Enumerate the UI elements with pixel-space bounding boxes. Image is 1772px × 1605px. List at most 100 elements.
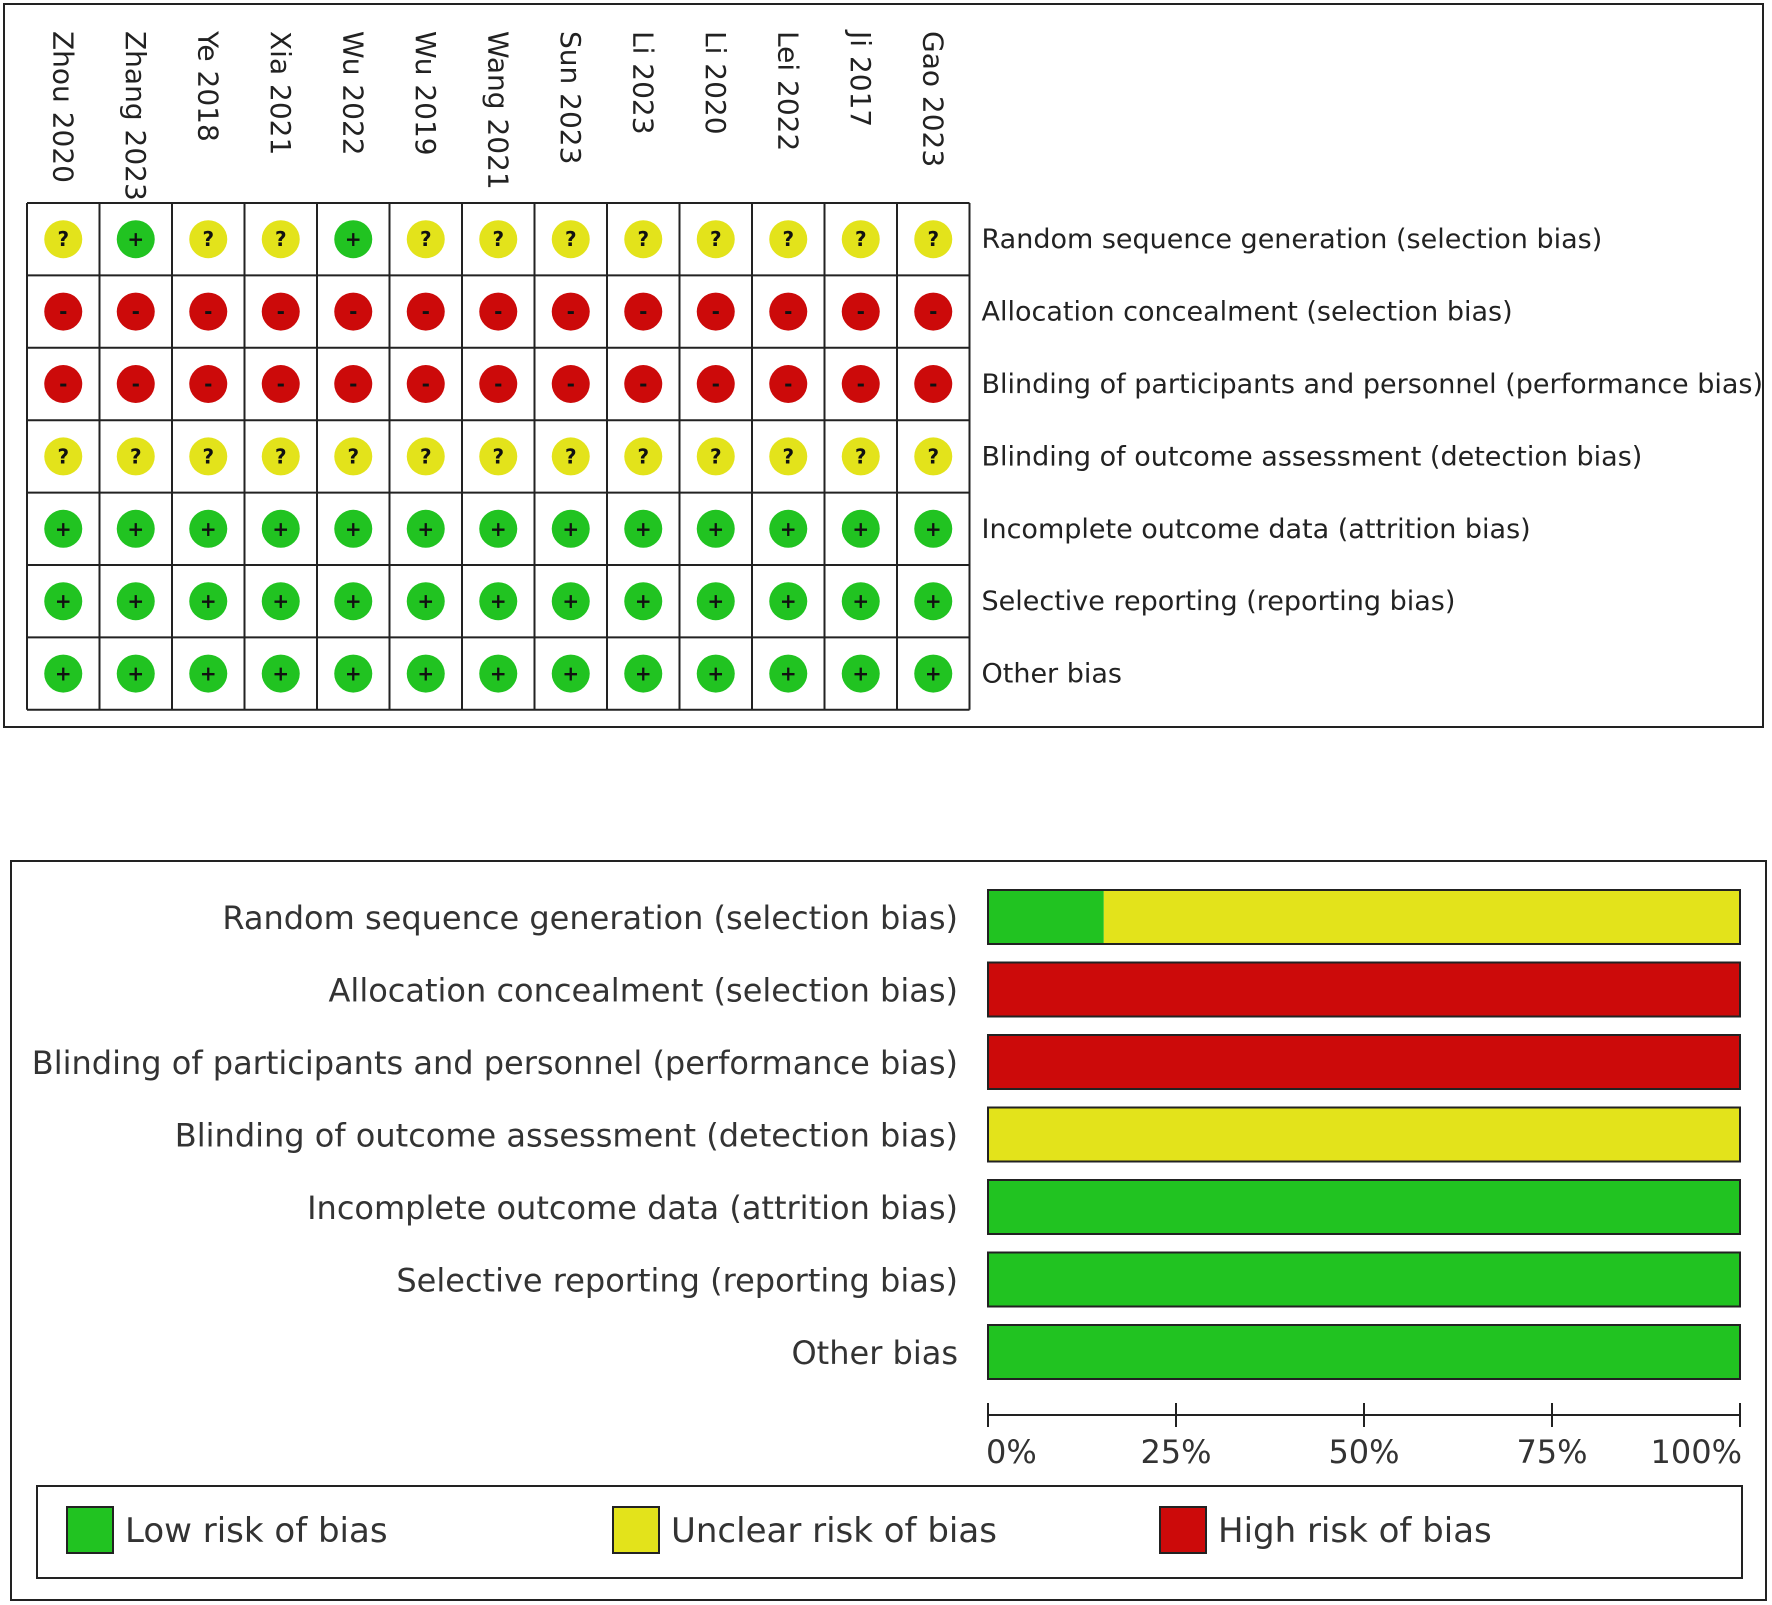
judgement-circle: [261, 365, 300, 403]
category-label: Blinding of outcome assessment (detectio…: [175, 1117, 958, 1155]
judgement-symbol: ?: [57, 444, 69, 468]
judgement-symbol: ?: [275, 444, 287, 468]
judgement-high-icon: -: [551, 365, 590, 403]
judgement-circle: [551, 365, 590, 403]
judgement-unclear-icon: ?: [696, 437, 735, 476]
judgement-symbol: +: [345, 589, 362, 613]
judgement-low-icon: +: [261, 509, 300, 548]
judgement-symbol: ?: [57, 227, 69, 251]
judgement-circle: [116, 582, 155, 621]
category-label: Other bias: [791, 1334, 958, 1372]
judgement-unclear-icon: ?: [841, 220, 880, 259]
judgement-symbol: +: [200, 589, 217, 613]
judgement-circle: [914, 220, 953, 259]
judgement-circle: [44, 365, 83, 403]
judgement-symbol: -: [857, 300, 865, 324]
judgement-symbol: -: [857, 372, 865, 396]
judgement-symbol: -: [567, 372, 575, 396]
judgement-unclear-icon: ?: [479, 437, 518, 476]
judgement-circle: [189, 509, 228, 548]
judgement-symbol: -: [784, 300, 792, 324]
judgement-circle: [261, 437, 300, 476]
judgement-symbol: ?: [710, 444, 722, 468]
judgement-symbol: +: [707, 662, 724, 686]
study-label: Ye 2018: [191, 30, 224, 142]
judgement-symbol: +: [55, 589, 72, 613]
legend-box: [36, 1485, 1743, 1579]
bar-segment-low: [988, 890, 1104, 944]
legend-label: High risk of bias: [1218, 1511, 1492, 1551]
judgement-low-icon: +: [914, 509, 953, 548]
judgement-high-icon: -: [189, 292, 228, 331]
legend: Low risk of bias Unclear risk of bias High…: [36, 1485, 1743, 1579]
domain-label: Blinding of participants and personnel (…: [982, 369, 1764, 400]
study-label: Ji 2017: [844, 29, 877, 127]
judgement-symbol: ?: [637, 227, 649, 251]
judgement-low-icon: +: [261, 654, 300, 693]
judgement-circle: [334, 292, 373, 331]
study-label: Lei 2022: [771, 31, 804, 151]
judgement-symbol: +: [852, 589, 869, 613]
judgement-circle: [841, 292, 880, 331]
judgement-high-icon: -: [116, 292, 155, 331]
judgement-symbol: ?: [202, 227, 214, 251]
judgement-low-icon: +: [696, 654, 735, 693]
judgement-circle: [406, 509, 445, 548]
judgement-symbol: +: [490, 589, 507, 613]
judgement-low-icon: +: [406, 509, 445, 548]
judgement-low-icon: +: [334, 220, 373, 259]
judgement-symbol: +: [562, 517, 579, 541]
judgement-circle: [841, 654, 880, 693]
judgement-symbol: ?: [855, 227, 867, 251]
judgement-low-icon: +: [841, 654, 880, 693]
judgement-high-icon: -: [914, 365, 953, 403]
judgement-circle: [914, 437, 953, 476]
judgement-symbol: ?: [927, 227, 939, 251]
judgement-high-icon: -: [624, 365, 663, 403]
judgement-low-icon: +: [551, 509, 590, 548]
judgement-symbol: +: [200, 517, 217, 541]
bar-outline: [987, 961, 1741, 1018]
judgement-symbol: +: [925, 589, 942, 613]
judgement-low-icon: +: [624, 509, 663, 548]
judgement-circle: [624, 654, 663, 693]
category-label: Blinding of participants and personnel (…: [32, 1044, 958, 1082]
judgement-low-icon: +: [914, 654, 953, 693]
judgement-circle: [551, 509, 590, 548]
judgement-circle: [696, 292, 735, 331]
judgement-symbol: +: [925, 662, 942, 686]
judgement-circle: [914, 365, 953, 403]
judgement-symbol: -: [929, 300, 937, 324]
judgement-symbol: ?: [565, 227, 577, 251]
judgement-circle: [261, 292, 300, 331]
judgement-circle: [479, 509, 518, 548]
judgement-circle: [624, 292, 663, 331]
summary-chart: Zhou 2020 Zhang 2023 Ye 2018 Xia 2021 Wu 202…: [26, 29, 1764, 711]
bar-outline: [987, 1251, 1741, 1308]
judgement-low-icon: +: [696, 509, 735, 548]
judgement-symbol: +: [345, 227, 362, 251]
risk-of-bias-summary: Zhou 2020 Zhang 2023 Ye 2018 Xia 2021 Wu 202…: [3, 3, 1764, 728]
judgement-symbol: +: [127, 662, 144, 686]
judgement-low-icon: +: [116, 582, 155, 621]
judgement-symbol: +: [417, 589, 434, 613]
judgement-circle: [769, 654, 808, 693]
judgement-circle: [116, 365, 155, 403]
judgement-circle: [769, 509, 808, 548]
judgement-low-icon: +: [841, 582, 880, 621]
judgement-symbol: +: [345, 517, 362, 541]
judgement-low-icon: +: [44, 509, 83, 548]
domain-label: Other bias: [982, 659, 1123, 690]
judgement-circle: [116, 437, 155, 476]
judgement-symbol: ?: [782, 444, 794, 468]
judgement-symbol: +: [490, 517, 507, 541]
graph-chart: Random sequence generation (selection bi…: [32, 889, 1743, 1579]
judgement-circle: [189, 582, 228, 621]
judgement-circle: [406, 292, 445, 331]
bar-outline: [987, 1106, 1741, 1163]
judgement-circle: [769, 365, 808, 403]
judgement-circle: [841, 582, 880, 621]
tick-label: 50%: [1328, 1433, 1399, 1471]
judgement-low-icon: +: [624, 654, 663, 693]
judgement-low-icon: +: [624, 582, 663, 621]
